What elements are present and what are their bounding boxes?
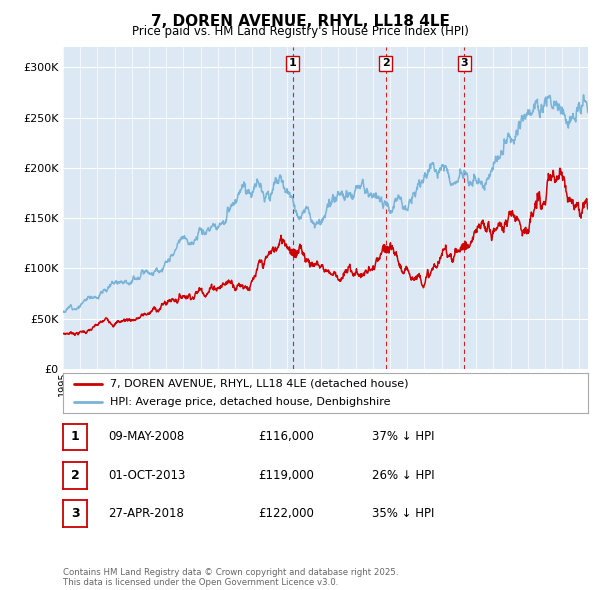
Text: 3: 3 (461, 58, 468, 68)
Text: 2: 2 (382, 58, 389, 68)
Text: 1: 1 (71, 430, 79, 443)
Text: Contains HM Land Registry data © Crown copyright and database right 2025.
This d: Contains HM Land Registry data © Crown c… (63, 568, 398, 587)
Text: 35% ↓ HPI: 35% ↓ HPI (372, 507, 434, 520)
Text: 2: 2 (71, 468, 79, 481)
Text: 1: 1 (289, 58, 296, 68)
Text: 7, DOREN AVENUE, RHYL, LL18 4LE: 7, DOREN AVENUE, RHYL, LL18 4LE (151, 14, 449, 29)
Text: £116,000: £116,000 (258, 430, 314, 443)
Text: HPI: Average price, detached house, Denbighshire: HPI: Average price, detached house, Denb… (110, 397, 391, 407)
Text: Price paid vs. HM Land Registry's House Price Index (HPI): Price paid vs. HM Land Registry's House … (131, 25, 469, 38)
Text: 26% ↓ HPI: 26% ↓ HPI (372, 468, 434, 481)
Text: 09-MAY-2008: 09-MAY-2008 (108, 430, 184, 443)
Text: 27-APR-2018: 27-APR-2018 (108, 507, 184, 520)
Text: £122,000: £122,000 (258, 507, 314, 520)
Text: £119,000: £119,000 (258, 468, 314, 481)
Text: 01-OCT-2013: 01-OCT-2013 (108, 468, 185, 481)
Text: 7, DOREN AVENUE, RHYL, LL18 4LE (detached house): 7, DOREN AVENUE, RHYL, LL18 4LE (detache… (110, 379, 409, 389)
Text: 3: 3 (71, 507, 79, 520)
Text: 37% ↓ HPI: 37% ↓ HPI (372, 430, 434, 443)
